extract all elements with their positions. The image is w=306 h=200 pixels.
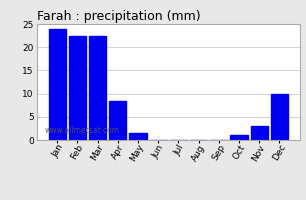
Bar	[49, 29, 66, 140]
Bar	[271, 94, 288, 140]
Bar	[89, 36, 106, 140]
Text: Farah : precipitation (mm): Farah : precipitation (mm)	[37, 10, 200, 23]
Bar	[230, 135, 248, 140]
Bar	[129, 133, 147, 140]
Bar	[69, 36, 86, 140]
Text: www.allmetsat.com: www.allmetsat.com	[45, 126, 120, 135]
Bar	[109, 101, 126, 140]
Bar	[251, 126, 268, 140]
